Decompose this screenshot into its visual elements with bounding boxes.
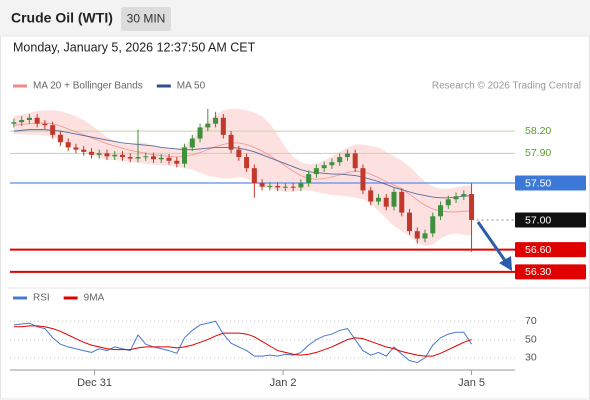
candle-body — [282, 186, 288, 188]
timeframe-label: 30 MIN — [127, 12, 166, 26]
indicator-line — [13, 320, 472, 364]
y-tick-label: 50 — [525, 333, 537, 345]
candle-body — [119, 154, 125, 158]
moving-average — [13, 129, 472, 199]
candle-body — [34, 117, 40, 124]
candle-body — [213, 117, 219, 124]
candle-body — [368, 190, 374, 202]
candle-body — [151, 156, 157, 160]
moving-average — [13, 122, 472, 213]
x-tick-label: Dec 31 — [77, 377, 112, 389]
candle-body — [26, 117, 32, 121]
source-note: Research © 2026 Trading Central — [432, 81, 581, 92]
level-label: 57.90 — [525, 147, 551, 159]
y-tick-label: 30 — [525, 352, 537, 364]
level-label-box — [515, 242, 586, 258]
candle-body — [329, 162, 335, 166]
candle-body — [259, 182, 265, 187]
candle-body — [112, 154, 118, 157]
candle-body — [197, 127, 203, 139]
chart-frame — [0, 35, 590, 400]
candle-body — [19, 120, 25, 123]
candle-body — [267, 185, 273, 187]
legend-label: MA 50 — [177, 81, 206, 92]
candle-body — [313, 168, 319, 175]
candle-body — [182, 147, 188, 164]
candle-body — [174, 160, 180, 164]
candle-body — [65, 142, 71, 148]
candle-body — [57, 134, 63, 143]
instrument-title: Crude Oil (WTI) — [11, 10, 113, 26]
candle-body — [228, 134, 234, 150]
candle-body — [244, 157, 250, 169]
candle-body — [104, 153, 110, 157]
candle-body — [391, 191, 397, 207]
candle-body — [42, 123, 48, 126]
header-bar — [0, 0, 590, 36]
level-label: 56.30 — [525, 266, 551, 278]
candle-body — [430, 216, 436, 234]
candle-body — [352, 153, 358, 169]
candle-body — [422, 233, 428, 239]
candle-body — [96, 153, 102, 155]
candle-body — [143, 156, 149, 158]
candle-body — [11, 122, 17, 124]
legend-label: RSI — [33, 293, 50, 304]
candle-body — [453, 196, 459, 200]
candle-body — [461, 194, 467, 197]
legend-label: 9MA — [84, 293, 105, 304]
forecast-arrowhead — [499, 256, 512, 271]
candle-body — [88, 151, 94, 155]
candle-body — [399, 191, 405, 213]
y-tick-label: 70 — [525, 315, 537, 327]
forecast-arrow — [476, 221, 508, 263]
candle-body — [290, 186, 296, 188]
candle-body — [251, 168, 257, 183]
x-tick-label: Jan 2 — [270, 377, 297, 389]
candle-body — [360, 168, 366, 191]
candle-body — [189, 138, 195, 148]
candle-body — [275, 185, 281, 188]
candle-body — [306, 174, 312, 183]
candle-body — [375, 197, 381, 202]
candle-body — [383, 197, 389, 207]
candle-body — [127, 157, 133, 159]
candle-body — [321, 165, 327, 169]
candle-body — [166, 157, 172, 161]
candle-body — [73, 147, 79, 150]
candle-body — [298, 182, 304, 188]
candle-body — [337, 157, 343, 163]
candle-body — [407, 212, 413, 232]
candle-body — [344, 153, 350, 158]
level-label-box — [515, 175, 586, 191]
candle-body — [220, 117, 226, 135]
level-label: 57.00 — [525, 214, 551, 226]
candle-body — [414, 231, 420, 239]
x-tick-label: Jan 5 — [458, 377, 485, 389]
bollinger-band — [13, 108, 472, 246]
level-label: 56.60 — [525, 244, 551, 256]
candle-body — [438, 205, 444, 217]
candle-body — [81, 149, 87, 152]
candle-body — [469, 194, 475, 221]
candle-body — [50, 125, 56, 135]
level-label: 57.50 — [525, 177, 551, 189]
level-label: 58.20 — [525, 125, 551, 137]
candle-body — [445, 199, 451, 206]
level-label-box — [515, 212, 586, 228]
timestamp: Monday, January 5, 2026 12:37:50 AM CET — [13, 40, 256, 54]
candle-body — [158, 157, 164, 160]
indicator-line — [13, 325, 472, 357]
legend-label: MA 20 + Bollinger Bands — [33, 81, 143, 92]
candle-body — [236, 149, 242, 158]
level-label-box — [515, 264, 586, 280]
candle-body — [135, 157, 141, 159]
candle-body — [205, 123, 211, 128]
timeframe-badge[interactable] — [121, 7, 171, 31]
